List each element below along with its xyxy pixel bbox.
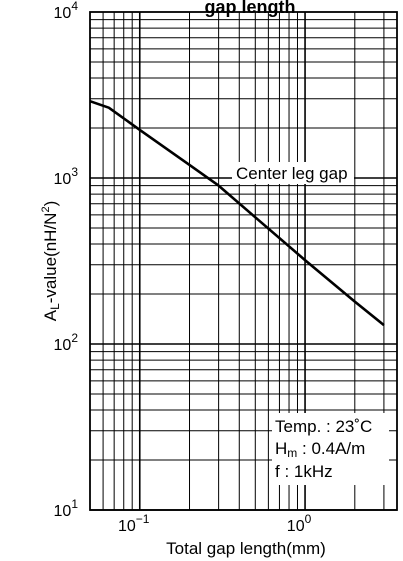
x-tick-labels: 10−1 100 [118, 512, 312, 535]
x-tick-label: 100 [287, 512, 312, 535]
series-layer [89, 99, 385, 327]
plot-frame [89, 11, 398, 511]
y-tick-label: 103 [54, 165, 79, 188]
y-tick-labels: 101 102 103 104 [54, 0, 79, 520]
y-tick-label: 104 [54, 0, 79, 22]
series-label: Center leg gap [236, 164, 348, 183]
series-label-bg [232, 162, 354, 184]
hm-label: Hm : 0.4A/m [275, 439, 365, 460]
freq-label: f : 1kHz [275, 462, 333, 481]
x-tick-label: 10−1 [118, 512, 150, 535]
series-line-center-leg-gap [89, 99, 385, 327]
x-axis-title: Total gap length(mm) [166, 539, 326, 558]
y-axis-title: AL-value(nH/N2) [40, 201, 62, 322]
conditions-bg [272, 413, 389, 485]
y-tick-label: 101 [54, 497, 79, 520]
temp-label: Temp. : 23˚C [275, 417, 372, 436]
y-tick-label: 102 [54, 331, 79, 354]
